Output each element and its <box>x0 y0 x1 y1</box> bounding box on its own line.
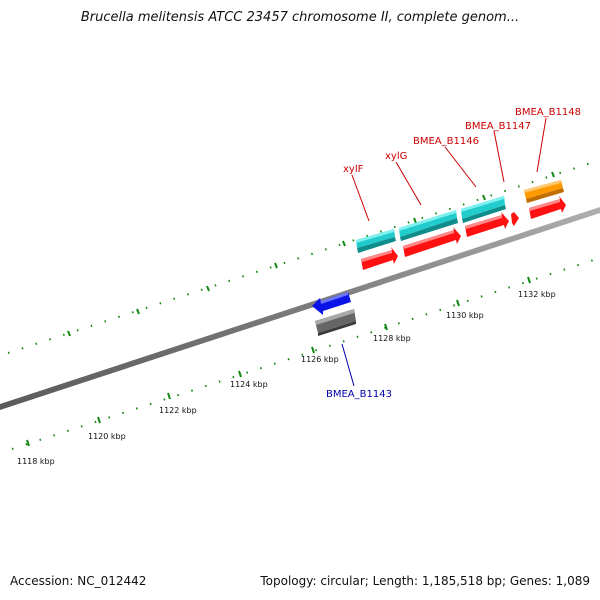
cds-arrow-xylG[interactable] <box>403 227 461 257</box>
topology-summary: Topology: circular; Length: 1,185,518 bp… <box>260 574 590 588</box>
major-tick <box>97 416 101 424</box>
tick-label: 1120 kbp <box>88 432 126 441</box>
leader-BMEA_B1148 <box>536 117 547 173</box>
tick-labels: 1118 kbp 1120 kbp 1122 kbp 1124 kbp 1126… <box>17 290 556 466</box>
tick-label: 1124 kbp <box>230 380 268 389</box>
cds-arrow-BMEA_B1148[interactable] <box>529 196 566 219</box>
major-tick <box>67 330 71 337</box>
gene-label-BMEA_B1148[interactable]: BMEA_B1148 <box>515 107 581 118</box>
major-tick <box>136 308 140 315</box>
gene-block-xylF[interactable] <box>356 229 396 253</box>
tick-label: 1126 kbp <box>301 355 339 364</box>
major-tick <box>342 240 346 247</box>
tick-dots-lower <box>11 257 600 450</box>
gene-labels: xylF xylG BMEA_B1146 BMEA_B1147 BMEA_B11… <box>326 107 581 400</box>
major-tick <box>456 299 460 307</box>
tick-label: 1132 kbp <box>518 290 556 299</box>
tick-label: 1128 kbp <box>373 334 411 343</box>
cds-arrow-BMEA_B1143[interactable] <box>312 292 351 315</box>
accession-text: Accession: NC_012442 <box>10 574 147 588</box>
leader-xylF <box>351 174 370 222</box>
backbone <box>0 207 600 410</box>
major-tick <box>527 276 531 284</box>
major-ticks-lower <box>26 276 531 447</box>
gene-label-BMEA_B1143[interactable]: BMEA_B1143 <box>326 389 392 400</box>
gene-label-xylF[interactable]: xylF <box>343 164 364 175</box>
cds-arrow-xylF[interactable] <box>361 247 398 270</box>
feature-block-BMEA_B1148[interactable] <box>524 180 564 203</box>
reverse-features <box>312 292 356 336</box>
tick-label: 1122 kbp <box>159 406 197 415</box>
tick-label: 1118 kbp <box>17 457 55 466</box>
tick-row-upper <box>7 159 600 354</box>
backbone-strand <box>0 207 600 410</box>
gene-label-BMEA_B1146[interactable]: BMEA_B1146 <box>413 136 479 147</box>
major-tick <box>274 262 278 269</box>
leader-BMEA_B1143 <box>341 343 355 387</box>
label-leaders <box>341 117 547 387</box>
leader-xylG <box>395 161 422 206</box>
major-tick <box>384 323 388 331</box>
map-title: Brucella melitensis ATCC 23457 chromosom… <box>80 10 520 25</box>
leader-BMEA_B1146 <box>444 146 477 188</box>
major-tick <box>206 285 210 292</box>
major-tick <box>26 439 30 447</box>
cds-arrow-BMEA_B1146[interactable] <box>465 212 509 237</box>
major-tick <box>482 194 486 201</box>
major-tick <box>238 370 242 378</box>
major-tick <box>413 217 417 224</box>
major-ticks-upper <box>67 171 555 337</box>
gene-block-BMEA_B1143[interactable] <box>315 309 356 336</box>
gene-block-xylG[interactable] <box>399 210 458 241</box>
gene-label-xylG[interactable]: xylG <box>385 151 407 162</box>
major-tick <box>311 346 315 354</box>
tick-label: 1130 kbp <box>446 311 484 320</box>
tick-dots-upper <box>7 159 600 354</box>
gene-block-BMEA_B1146[interactable] <box>461 196 506 223</box>
major-tick <box>551 171 555 178</box>
cds-arrow-BMEA_B1147[interactable] <box>511 212 519 226</box>
gene-label-BMEA_B1147[interactable]: BMEA_B1147 <box>465 121 531 132</box>
leader-BMEA_B1147 <box>493 130 505 183</box>
tick-row-lower <box>11 257 600 450</box>
major-tick <box>167 392 171 400</box>
forward-features <box>356 180 566 270</box>
